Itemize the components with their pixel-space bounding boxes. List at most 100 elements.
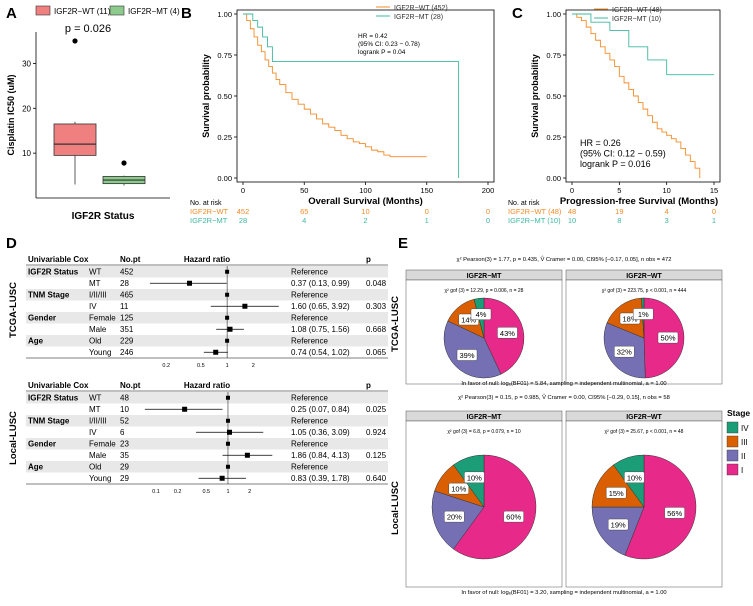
row-group: Gender <box>28 440 56 449</box>
row-p: 0.924 <box>366 428 387 437</box>
risk-count: 28 <box>239 216 247 225</box>
p-value-label: p = 0.026 <box>65 23 111 35</box>
row-estimate: 1.08 (0.75, 1.56) <box>291 325 350 334</box>
header-hazard-ratio: Hazard ratio <box>184 381 230 390</box>
pie-slice-stage-III <box>591 464 645 508</box>
panel-letter-c: C <box>512 5 523 22</box>
row-shade <box>26 392 388 404</box>
row-level: Young <box>89 474 111 483</box>
pie-label-box <box>503 510 524 523</box>
pie-label-box <box>456 349 478 361</box>
risk-table-title: No. at risk <box>508 200 540 207</box>
y-axis-title: Cisplatin IC50 (uM) <box>6 74 16 155</box>
pie-slice-label: 18% <box>623 314 638 323</box>
row-p: 0.025 <box>366 405 387 414</box>
row-level: Male <box>89 451 107 460</box>
risk-count: 48 <box>568 207 576 216</box>
legend-swatch-stage-I <box>726 463 739 476</box>
forest-axis-tick: 2 <box>248 489 251 495</box>
pie-label-box <box>444 510 465 523</box>
panel-e-stage-pies: χ² Pearson(3) = 1.77, p = 0.435, V̂ Cram… <box>390 256 750 596</box>
row-n: 6 <box>120 428 125 437</box>
risk-count: 8 <box>617 216 621 225</box>
row-p: 0.065 <box>366 348 387 357</box>
hr-annotation: (95% CI: 0.23 − 0.78) <box>358 41 420 48</box>
row-estimate: Reference <box>291 268 328 277</box>
row-p: 0.048 <box>366 279 387 288</box>
hr-annotation: HR = 0.26 <box>580 138 621 148</box>
pie-gof-stat: χ² gof (3) = 25.67, p < 0.001, n = 48 <box>605 429 684 435</box>
pie-bottom-stat: In favor of null: logₑ(BF01) = 3.20, sam… <box>461 590 666 596</box>
row-n: 23 <box>120 440 129 449</box>
risk-row-label: IGF2R−WT <box>190 207 229 216</box>
row-estimate: 0.37 (0.13, 0.99) <box>291 279 350 288</box>
hr-annotation: logrank P = 0.016 <box>580 159 651 169</box>
header-p: p <box>366 255 371 264</box>
pie-slice-label: 10% <box>467 473 482 482</box>
legend-swatch-stage-II <box>726 449 739 462</box>
x-axis-title: Progression-free Survival (Months) <box>560 196 718 207</box>
y-tick-label: 1.00 <box>217 10 232 19</box>
forest-point <box>219 475 225 481</box>
y-tick-label: 0.75 <box>546 51 561 60</box>
row-level: MT <box>89 405 101 414</box>
pie-bottom-stat: In favor of null: logₑ(BF01) = 5.84, sam… <box>461 381 666 387</box>
legend-swatch-stage-III <box>726 435 739 448</box>
pie-gof-stat: χ² gof (3) = 12.29, p = 0.006, n = 28 <box>445 288 524 294</box>
legend-label-stage: III <box>741 438 748 447</box>
pie-slice-stage-II <box>591 506 645 556</box>
hr-annotation: (95% CI: 0.12 − 0.59) <box>580 149 666 159</box>
row-estimate: Reference <box>291 440 328 449</box>
row-estimate: Reference <box>291 314 328 323</box>
row-level: Female <box>89 440 116 449</box>
row-estimate: Reference <box>291 417 328 426</box>
y-axis-title: Survival probability <box>201 54 211 138</box>
row-p: 0.125 <box>366 451 387 460</box>
header-bg <box>26 378 388 390</box>
panel-letter-e: E <box>398 235 408 252</box>
row-shade <box>26 312 388 324</box>
pie-label-box <box>448 482 469 495</box>
row-level: Old <box>89 337 101 346</box>
y-tick-label: 20 <box>22 104 31 113</box>
legend-label: IGF2R−MT (28) <box>394 14 443 21</box>
legend-label-stage: II <box>741 452 745 461</box>
pie-slice-label: 60% <box>506 513 521 522</box>
row-estimate: Reference <box>291 394 328 403</box>
pie-slice-label: 10% <box>627 473 642 482</box>
side-label-local: Local-LUSC <box>8 411 19 465</box>
row-group: IGF2R Status <box>28 268 79 277</box>
row-group: IGF2R Status <box>28 394 79 403</box>
x-tick-label: 5 <box>617 186 621 195</box>
row-p: 0.303 <box>366 302 387 311</box>
y-tick-label: 0.50 <box>217 92 232 101</box>
km-curve-mt <box>572 13 714 76</box>
row-n: 125 <box>120 314 134 323</box>
y-tick-label: 0.00 <box>217 174 232 183</box>
risk-count: 3 <box>665 216 669 225</box>
hr-annotation: HR = 0.42 <box>358 33 388 40</box>
pie-label-box <box>470 308 492 320</box>
forest-axis-tick: 2 <box>252 363 255 369</box>
panel-d-forest-plots: TCGA-LUSC Univariable Cox No.pt Hazard rati… <box>8 252 388 495</box>
pie-slice-stage-I <box>624 454 697 560</box>
risk-count: 19 <box>615 207 623 216</box>
pie-slice-label: 14% <box>461 316 476 325</box>
pie-slice-label: 50% <box>660 334 675 343</box>
x-tick-label: 15 <box>710 186 718 195</box>
pie-slice-label: 1% <box>638 310 649 319</box>
row-n: 29 <box>120 474 129 483</box>
forest-point <box>186 280 192 286</box>
risk-count: 0 <box>425 207 429 216</box>
row-shade <box>26 266 388 278</box>
box-body <box>53 123 97 156</box>
y-axis-title: Survival probability <box>530 54 540 138</box>
y-tick-label: 10 <box>22 149 31 158</box>
legend-swatch-wt <box>35 5 51 16</box>
forest-point <box>244 452 250 458</box>
pie-slice-stage-I <box>453 454 537 560</box>
row-estimate: 1.05 (0.36, 3.09) <box>291 428 350 437</box>
row-n: 48 <box>120 394 129 403</box>
x-axis-title: Overall Survival (Months) <box>308 196 423 207</box>
